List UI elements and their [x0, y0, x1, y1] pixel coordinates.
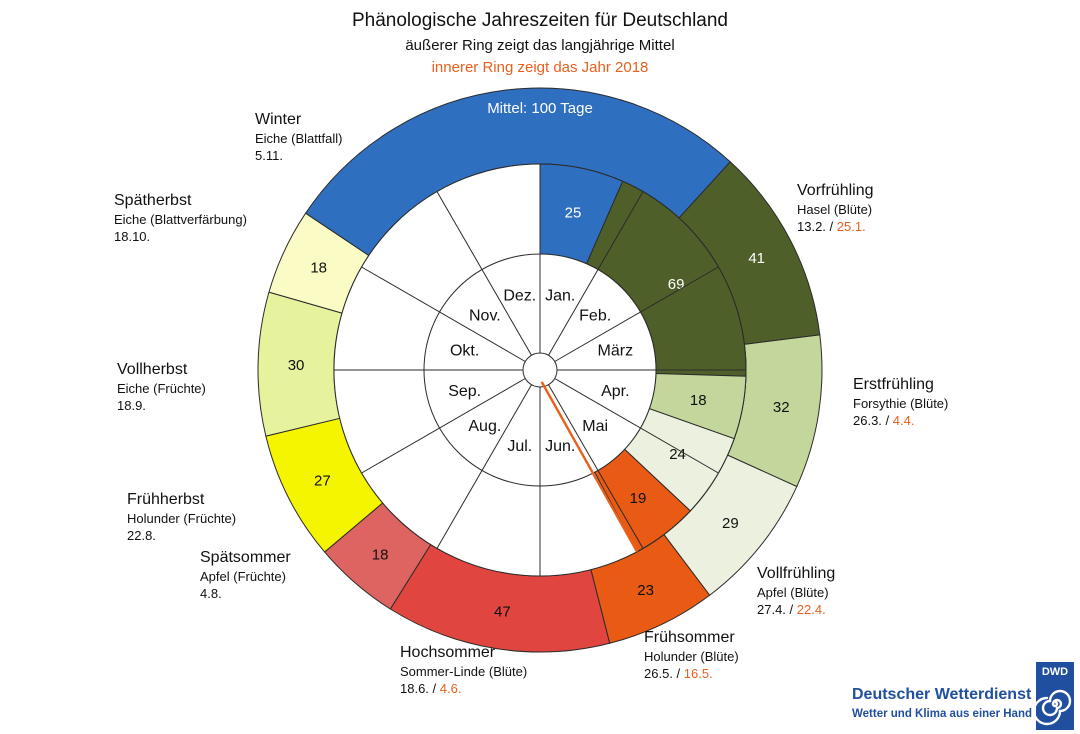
outer-value-fruehherbst: 27 — [314, 473, 331, 490]
year-marker-line — [540, 381, 639, 553]
season-name: Spätsommer — [200, 549, 291, 566]
season-name: Frühsommer — [644, 629, 735, 646]
season-indicator: Apfel (Früchte) — [200, 569, 286, 584]
hub-circle — [522, 352, 558, 388]
season-label-fruehherbst: Frühherbst Holunder (Früchte) 22.8. — [127, 490, 236, 544]
inner-value-erstfruehling: 18 — [690, 392, 707, 409]
season-date: 4.8. — [200, 586, 222, 601]
season-date-year: 16.5. — [683, 666, 713, 681]
inner-value-vorfruehling: 69 — [668, 276, 685, 293]
outer-value-spaetherbst: 18 — [310, 260, 327, 277]
month-label-8: Aug. — [468, 418, 501, 435]
inner-value-winter: 25 — [565, 205, 582, 222]
month-divider — [554, 378, 719, 474]
season-date-year: 4.6. — [439, 681, 462, 696]
outer-value-fruehsommer: 23 — [637, 582, 654, 599]
chart-title: Phänologische Jahreszeiten für Deutschla… — [351, 10, 728, 31]
month-label-4: Apr. — [601, 383, 629, 400]
outer-value-vollfruehling: 29 — [722, 515, 739, 532]
season-dates: 26.5. / 16.5. — [644, 666, 713, 681]
outer-value-vorfruehling: 41 — [748, 250, 765, 267]
season-indicator: Sommer-Linde (Blüte) — [400, 664, 528, 679]
month-label-11: Nov. — [469, 307, 501, 324]
season-indicator: Holunder (Früchte) — [127, 511, 237, 526]
season-indicator: Apfel (Blüte) — [757, 585, 829, 600]
month-divider — [554, 266, 719, 362]
dwd-abbr: DWD — [1041, 666, 1069, 678]
season-label-vollherbst: Vollherbst Eiche (Früchte) 18.9. — [117, 360, 206, 414]
season-name: Winter — [255, 111, 302, 128]
outer-value-winter: Mittel: 100 Tage — [487, 100, 593, 117]
month-divider — [436, 384, 532, 549]
season-label-erstfruehling: Erstfrühling Forsythie (Blüte) 26.3. / 4… — [853, 375, 948, 429]
season-label-winter: Winter Eiche (Blattfall) 5.11. — [255, 110, 342, 164]
season-name: Hochsommer — [400, 644, 496, 661]
spiral-icon — [1036, 689, 1072, 726]
season-name: Vorfrühling — [797, 182, 874, 199]
season-date-mean: 18.6. — [400, 681, 429, 696]
dwd-name: Deutscher Wetterdienst — [852, 686, 1032, 703]
season-date-mean: 27.4. — [757, 602, 786, 617]
outer-value-hochsommer: 47 — [494, 603, 511, 620]
outer-value-erstfruehling: 32 — [773, 399, 790, 416]
month-wheel: Jan.Feb. März Apr. Mai Jun. Jul. Aug. Sep. Okt. N… — [334, 164, 746, 576]
season-dates: 27.4. / 22.4. — [757, 602, 826, 617]
season-date: 5.11. — [255, 148, 283, 163]
season-date: 18.9. — [117, 398, 146, 413]
season-date-mean: 26.3. — [853, 413, 882, 428]
month-label-5: Mai — [582, 418, 608, 435]
month-label-1: Jan. — [545, 287, 575, 304]
inner-value-fruehsommer: 19 — [630, 490, 647, 507]
season-name: Vollherbst — [117, 361, 188, 378]
season-label-vorfruehling: Vorfrühling Hasel (Blüte) 13.2. / 25.1. — [797, 181, 874, 235]
outer-value-spaetsommer: 18 — [372, 547, 389, 564]
month-label-6: Jun. — [545, 438, 575, 455]
season-indicator: Eiche (Früchte) — [117, 381, 206, 396]
dwd-logo: DWD — [1036, 662, 1074, 730]
season-name: Vollfrühling — [757, 565, 836, 582]
month-divider — [548, 191, 644, 356]
year-marker — [540, 381, 639, 553]
season-date-mean: 26.5. — [644, 666, 673, 681]
season-label-spaetherbst: Spätherbst Eiche (Blattverfärbung) 18.10… — [114, 191, 247, 245]
season-label-spaetsommer: Spätsommer Apfel (Früchte) 4.8. — [200, 548, 291, 602]
month-label-2: Feb. — [579, 307, 611, 324]
dwd-logo-block: Deutscher Wetterdienst Wetter und Klima … — [852, 662, 1074, 730]
season-indicator: Eiche (Blattverfärbung) — [114, 212, 247, 227]
season-name: Frühherbst — [127, 491, 205, 508]
season-date-year: 25.1. — [836, 219, 866, 234]
season-date: 22.8. — [127, 528, 156, 543]
season-date-year: 22.4. — [796, 602, 826, 617]
month-divider — [436, 191, 532, 356]
season-date: 18.10. — [114, 229, 151, 244]
month-divider — [361, 378, 526, 474]
season-indicator: Hasel (Blüte) — [797, 202, 873, 217]
season-name: Spätherbst — [114, 192, 192, 209]
month-divider — [548, 384, 644, 549]
season-indicator: Eiche (Blattfall) — [255, 131, 343, 146]
season-label-vollfruehling: Vollfrühling Apfel (Blüte) 27.4. / 22.4. — [757, 564, 835, 618]
month-label-3: März — [598, 342, 634, 359]
season-date-year: 4.4. — [892, 413, 915, 428]
season-dates: 13.2. / 25.1. — [797, 219, 866, 234]
month-label-10: Okt. — [450, 342, 479, 359]
dwd-tagline: Wetter und Klima aus einer Hand — [852, 708, 1032, 720]
month-label-9: Sep. — [448, 383, 481, 400]
chart-subtitle-mean: äußerer Ring zeigt das langjährige Mitte… — [405, 37, 675, 54]
chart-subtitle-year: innerer Ring zeigt das Jahr 2018 — [431, 59, 649, 76]
season-name: Erstfrühling — [853, 376, 934, 393]
season-dates: 18.6. / 4.6. — [400, 681, 462, 696]
season-date-mean: 13.2. — [797, 219, 826, 234]
outer-value-vollherbst: 30 — [288, 357, 305, 374]
season-indicator: Forsythie (Blüte) — [853, 396, 949, 411]
inner-value-vollfruehling: 24 — [669, 446, 686, 463]
month-divider — [361, 266, 526, 362]
month-label-12: Dez. — [503, 287, 536, 304]
season-indicator: Holunder (Blüte) — [644, 649, 739, 664]
month-label-7: Jul. — [507, 438, 532, 455]
season-label-hochsommer: Hochsommer Sommer-Linde (Blüte) 18.6. / … — [400, 643, 527, 697]
season-dates: 26.3. / 4.4. — [853, 413, 915, 428]
season-label-fruehsommer: Frühsommer Holunder (Blüte) 26.5. / 16.5… — [644, 628, 739, 682]
